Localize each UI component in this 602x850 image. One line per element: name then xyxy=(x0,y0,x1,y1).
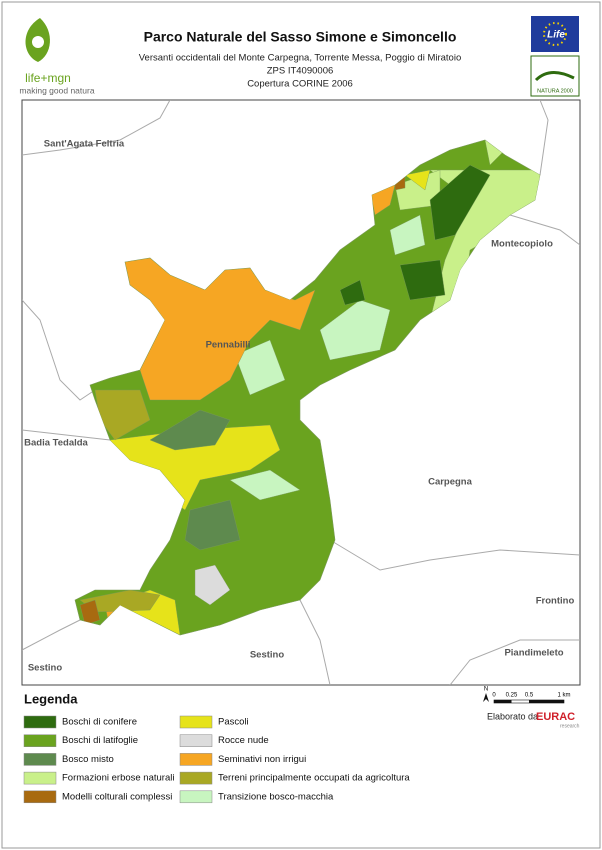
legend-label: Boschi di conifere xyxy=(62,717,137,728)
land-cover-patch xyxy=(234,339,286,396)
legend-swatch xyxy=(179,790,213,804)
scale-bar-seg xyxy=(529,700,564,703)
land-cover-patch xyxy=(404,169,431,191)
north-arrow: N xyxy=(484,687,488,693)
natura-mark xyxy=(534,71,575,82)
place-label: Carpegna xyxy=(428,477,473,488)
boundary xyxy=(22,619,81,651)
land-cover-patch xyxy=(339,279,366,306)
logo-left-name: life+mgn xyxy=(25,71,71,85)
boundary xyxy=(22,100,171,156)
legend: Boschi di conifere Boschi di latifoglie Bo… xyxy=(23,715,410,804)
scale-label: 0.5 xyxy=(525,693,534,699)
legend-label: Seminativi non irrigui xyxy=(218,754,306,765)
land-cover-patch xyxy=(194,564,231,606)
legend-swatch xyxy=(179,771,213,785)
land-cover-patch xyxy=(184,499,241,551)
place-label: Sant'Agata Feltria xyxy=(44,139,125,150)
boundary xyxy=(539,100,549,176)
land-cover-patch xyxy=(399,259,446,301)
legend-swatch xyxy=(23,771,57,785)
land-cover-patch xyxy=(319,299,391,361)
scale-bar: N 0 0.25 0.5 1 km xyxy=(483,687,571,704)
land-cover-patch xyxy=(79,599,101,626)
land-cover-patch xyxy=(229,469,301,501)
land-cover-patch xyxy=(389,214,426,256)
land-cover-patch xyxy=(429,164,491,241)
legend-swatch xyxy=(23,734,57,747)
boundary xyxy=(299,599,331,685)
legend-label: Rocce nude xyxy=(218,735,269,746)
credit-logo: EURAC xyxy=(536,711,575,723)
scale-label: 0.25 xyxy=(506,693,518,699)
legend-title: Legenda xyxy=(24,691,78,706)
legend-swatch xyxy=(179,715,213,729)
place-label: Montecopiolo xyxy=(491,239,553,250)
boundary xyxy=(22,299,96,401)
legend-swatch xyxy=(179,753,213,766)
legend-label: Pascoli xyxy=(218,717,249,728)
natura-text: NATURA 2000 xyxy=(537,88,573,94)
place-labels: Sant'Agata Feltria Montecopiolo Pennabilli… xyxy=(24,139,574,674)
map-title: Parco Naturale del Sasso Simone e Simonc… xyxy=(144,29,457,45)
legend-label: Bosco misto xyxy=(62,754,114,765)
boundary xyxy=(509,214,580,246)
eu-stars xyxy=(543,22,567,46)
eu-flag xyxy=(531,16,579,52)
scale-label: 1 km xyxy=(557,693,570,699)
legend-swatch xyxy=(23,753,57,766)
scale-label: 0 xyxy=(492,693,496,699)
legend-label: Boschi di latifoglie xyxy=(62,735,138,746)
place-label: Frontino xyxy=(536,596,575,607)
place-label: Piandimeleto xyxy=(504,648,563,659)
legend-swatch xyxy=(23,715,57,729)
land-cover-patch xyxy=(149,409,231,451)
scale-bar-seg xyxy=(494,700,512,703)
boundary xyxy=(22,429,111,441)
boundary xyxy=(329,539,580,571)
map-subtitle: Copertura CORINE 2006 xyxy=(247,79,353,90)
legend-swatch xyxy=(23,790,57,804)
legend-label: Terreni principalmente occupati da agric… xyxy=(218,773,410,784)
boundary xyxy=(449,639,580,685)
life-logo: Life xyxy=(547,30,565,41)
credit-text: Elaborato da xyxy=(487,711,538,721)
place-label: Badia Tedalda xyxy=(24,438,88,449)
logo-left-tagline: making good natura xyxy=(19,85,94,95)
legend-label: Formazioni erbose naturali xyxy=(62,773,174,784)
credit-logo-sub: research xyxy=(560,723,580,729)
legend-swatch xyxy=(179,734,213,747)
north-arrow-shape xyxy=(483,693,489,702)
place-label: Sestino xyxy=(250,650,285,661)
subtitles: Versanti occidentali del Monte Carpegna,… xyxy=(139,53,461,90)
leaf-face xyxy=(32,36,44,48)
legend-label: Transizione bosco-macchia xyxy=(218,791,334,802)
boundaries xyxy=(22,100,580,685)
place-label: Pennabilli xyxy=(206,340,251,351)
map-subtitle: ZPS IT4090006 xyxy=(267,66,334,77)
place-label: Sestino xyxy=(28,663,63,674)
map-subtitle: Versanti occidentali del Monte Carpegna,… xyxy=(139,53,461,64)
legend-label: Modelli colturali complessi xyxy=(62,791,172,802)
